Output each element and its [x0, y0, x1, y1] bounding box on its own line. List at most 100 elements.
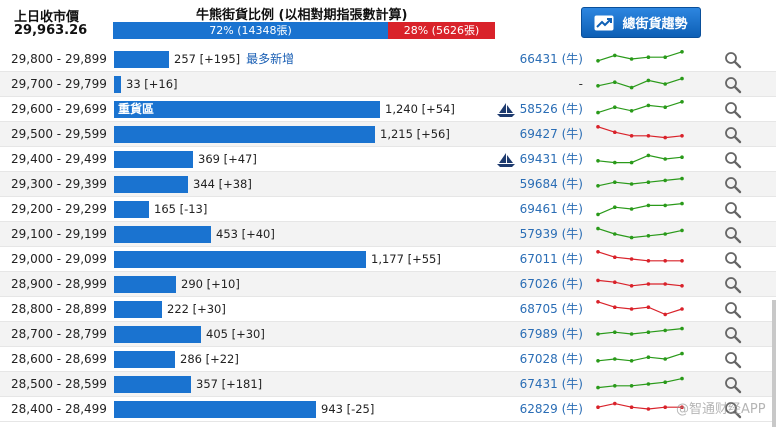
related-cbbc-link[interactable]: 67026 (牛)	[519, 277, 583, 291]
sparkline-line	[597, 251, 682, 262]
related-cbbc-link[interactable]: 69431 (牛)	[519, 152, 583, 166]
volume-count-value: 1,215 [+56]	[380, 127, 450, 141]
search-icon[interactable]	[724, 151, 742, 169]
volume-count-value: 369 [+47]	[198, 152, 257, 166]
related-cbbc-link[interactable]: 69427 (牛)	[519, 127, 583, 141]
related-cbbc-link[interactable]: 67431 (牛)	[519, 377, 583, 391]
sparkline-point	[680, 307, 684, 311]
sparkline-line	[597, 78, 683, 89]
related-cbbc-link[interactable]: 67028 (牛)	[519, 352, 583, 366]
volume-count: 1,240 [+54]	[385, 97, 455, 122]
table-row: 29,300 - 29,399 344 [+38] 59684 (牛)	[0, 172, 776, 197]
sparkline-point	[629, 384, 634, 388]
sparkline-point	[596, 184, 600, 188]
search-icon[interactable]	[724, 126, 742, 144]
sparkline-point	[596, 125, 600, 129]
related-cbbc-link[interactable]: 66431 (牛)	[519, 52, 583, 66]
volume-bar	[114, 301, 162, 318]
sparkline-point	[646, 259, 651, 263]
sparkline-point	[596, 385, 600, 390]
sparkline-point	[680, 76, 684, 81]
sparkline-line	[597, 402, 682, 410]
sparkline-point	[596, 332, 600, 336]
search-icon[interactable]	[724, 351, 742, 369]
price-range: 28,600 - 28,699	[11, 352, 107, 366]
table-row: 28,600 - 28,699 286 [+22] 67028 (牛)	[0, 347, 776, 372]
sparkline-point	[596, 405, 600, 409]
search-icon[interactable]	[724, 401, 742, 419]
sparkline-point	[629, 182, 634, 186]
sparkline-point	[629, 57, 634, 61]
sparkline-line	[597, 301, 683, 316]
volume-count-value: 165 [-13]	[154, 202, 208, 216]
ship-icon	[497, 103, 515, 117]
sparkline-point	[663, 178, 667, 183]
sparkline-point	[646, 78, 651, 83]
sparkline-point	[663, 232, 667, 236]
sparkline-line	[597, 126, 683, 139]
scrollbar[interactable]	[772, 300, 776, 427]
volume-bar	[114, 176, 188, 193]
search-icon[interactable]	[724, 51, 742, 69]
search-icon[interactable]	[724, 201, 742, 219]
search-icon[interactable]	[724, 251, 742, 269]
related-cbbc-link[interactable]: 59684 (牛)	[519, 177, 583, 191]
sparkline-point	[663, 105, 667, 109]
sparkline-point	[613, 205, 617, 209]
sparkline-point	[646, 134, 651, 138]
sparkline-point	[663, 380, 667, 384]
related-cbbc-link[interactable]: 62829 (牛)	[519, 402, 583, 416]
trend-button-label: 總街貨趨勢	[622, 17, 688, 32]
sparkline-point	[629, 85, 634, 90]
sparkline-point	[663, 405, 667, 409]
related-cbbc-link[interactable]: 68705 (牛)	[519, 302, 583, 316]
trend-sparkline	[596, 326, 684, 336]
search-icon[interactable]	[724, 326, 742, 344]
search-icon[interactable]	[724, 226, 742, 244]
search-icon[interactable]	[724, 301, 742, 319]
sparkline-point	[680, 100, 684, 104]
price-range: 28,400 - 28,499	[11, 402, 107, 416]
related-cbbc-link[interactable]: 67011 (牛)	[519, 252, 583, 266]
table-row: 28,700 - 28,799 405 [+30] 67989 (牛)	[0, 322, 776, 347]
trend-sparkline	[596, 376, 684, 390]
sparkline-point	[596, 250, 600, 254]
related-cbbc-link[interactable]: 67989 (牛)	[519, 327, 583, 341]
table-row: 29,800 - 29,899 257 [+195] 最多新增 66431 (牛)	[0, 47, 776, 72]
sparkline-line	[597, 378, 683, 389]
price-range: 29,200 - 29,299	[11, 202, 107, 216]
related-cbbc-link[interactable]: 57939 (牛)	[519, 227, 583, 241]
sparkline-point	[596, 226, 600, 231]
sparkline-point	[613, 232, 617, 236]
search-icon[interactable]	[724, 101, 742, 119]
volume-bar	[114, 251, 366, 268]
volume-count-value: 943 [-25]	[321, 402, 375, 416]
sparkline-point	[613, 384, 617, 388]
heavy-zone-label: 重貨區	[118, 102, 155, 116]
total-outstanding-trend-button[interactable]: 總街貨趨勢	[581, 7, 701, 38]
volume-bar	[114, 51, 169, 68]
search-icon[interactable]	[724, 376, 742, 394]
sparkline-point	[663, 328, 667, 333]
volume-count: 33 [+16]	[126, 72, 178, 97]
search-icon[interactable]	[724, 176, 742, 194]
volume-bar	[114, 401, 316, 418]
volume-count: 1,215 [+56]	[380, 122, 450, 147]
related-cbbc-link[interactable]: 58526 (牛)	[519, 102, 583, 116]
price-range: 29,600 - 29,699	[11, 102, 107, 116]
sparkline-point	[613, 401, 617, 406]
trend-sparkline	[596, 278, 684, 288]
sparkline-point	[663, 157, 667, 161]
sparkline-point	[646, 305, 651, 309]
sparkline-point	[646, 180, 651, 184]
prev-close-value: 29,963.26	[14, 23, 88, 38]
cbbc-distribution-table: 29,800 - 29,899 257 [+195] 最多新增 66431 (牛) 29…	[0, 47, 776, 422]
sparkline-point	[646, 103, 651, 108]
price-range: 29,000 - 29,099	[11, 252, 107, 266]
search-icon[interactable]	[724, 76, 742, 94]
table-row: 29,200 - 29,299 165 [-13] 69461 (牛)	[0, 197, 776, 222]
watermark: @智通财经APP	[676, 402, 766, 417]
search-icon[interactable]	[724, 276, 742, 294]
price-range: 28,700 - 28,799	[11, 327, 107, 341]
related-cbbc-link[interactable]: 69461 (牛)	[519, 202, 583, 216]
